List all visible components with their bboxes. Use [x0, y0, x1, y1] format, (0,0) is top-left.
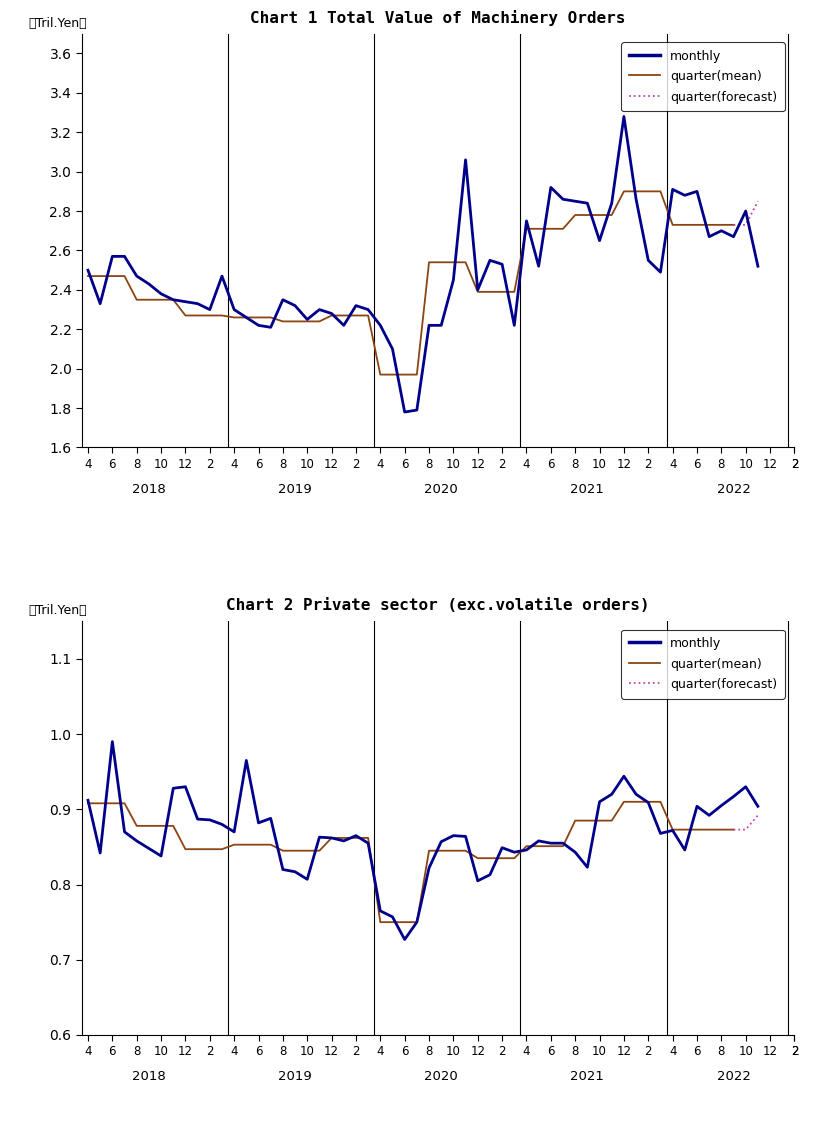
Text: 2019: 2019: [278, 483, 312, 496]
Text: （Tril.Yen）: （Tril.Yen）: [29, 604, 87, 618]
Legend: monthly, quarter(mean), quarter(forecast): monthly, quarter(mean), quarter(forecast…: [622, 630, 785, 699]
Text: 2019: 2019: [278, 1070, 312, 1083]
Text: 2022: 2022: [717, 1070, 750, 1083]
Text: （Tril.Yen）: （Tril.Yen）: [29, 17, 87, 29]
Title: Chart 2 Private sector (exc.volatile orders): Chart 2 Private sector (exc.volatile ord…: [226, 598, 650, 613]
Text: 2022: 2022: [717, 483, 750, 496]
Text: 2020: 2020: [424, 1070, 458, 1083]
Text: 2020: 2020: [424, 483, 458, 496]
Text: 2021: 2021: [570, 483, 604, 496]
Text: 2018: 2018: [132, 1070, 165, 1083]
Text: 2021: 2021: [570, 1070, 604, 1083]
Text: 2018: 2018: [132, 483, 165, 496]
Legend: monthly, quarter(mean), quarter(forecast): monthly, quarter(mean), quarter(forecast…: [622, 42, 785, 111]
Title: Chart 1 Total Value of Machinery Orders: Chart 1 Total Value of Machinery Orders: [251, 10, 626, 26]
